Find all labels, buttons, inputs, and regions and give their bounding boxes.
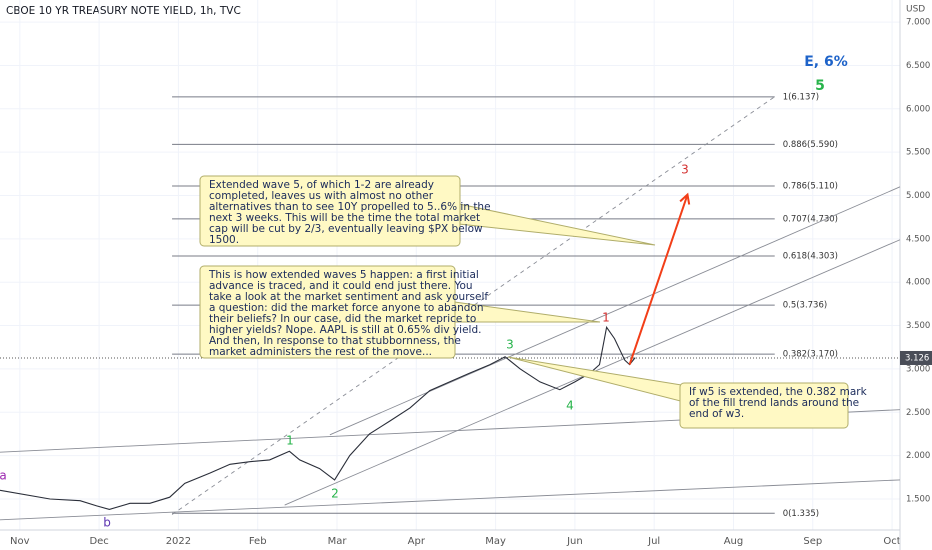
y-tick-label: 6.500: [906, 61, 930, 71]
note-text: end of w3.: [689, 408, 744, 420]
note-text: higher yields? Nope. AAPL is still at 0.…: [209, 324, 481, 336]
note-pointer-cover: [436, 301, 439, 321]
fib-label: 0(1.335): [783, 509, 819, 519]
y-tick-label: 1.500: [906, 494, 930, 504]
fib-label: 1(6.137): [783, 92, 819, 102]
note-text: a question: did the market force anyone …: [209, 302, 484, 314]
projection-arrow: [628, 194, 689, 365]
y-tick-label: 5.000: [906, 191, 930, 201]
note-text: cap will be cut by 2/3, eventually leavi…: [209, 223, 483, 235]
x-tick-label: May: [485, 536, 506, 547]
last-value-tag: [900, 350, 932, 365]
fib-label: 0.382(3.170): [783, 350, 838, 360]
note-box: [199, 265, 456, 359]
axis-unit: USD: [906, 5, 925, 15]
x-tick-label: 2022: [166, 536, 191, 547]
x-tick-label: Feb: [249, 536, 267, 547]
note-text: market administers the rest of the move.…: [209, 346, 432, 358]
wave-label: 3: [506, 338, 514, 352]
x-tick-label: Aug: [724, 536, 744, 547]
y-tick-label: 5.500: [906, 148, 930, 158]
note-box: [679, 382, 849, 429]
y-tick-label: 7.000: [906, 18, 930, 28]
y-tick-label: 2.500: [906, 408, 930, 418]
wave-label: a: [0, 469, 7, 483]
x-tick-label: Nov: [10, 536, 30, 547]
note-text: of the fill trend lands around the: [689, 397, 859, 409]
x-tick-label: Mar: [328, 536, 348, 547]
note-pointer: [507, 356, 701, 407]
last-value-label: 3.126: [905, 353, 929, 363]
wave-label: 1: [286, 434, 294, 448]
fib-label: 0.618(4.303): [783, 251, 838, 261]
wave-label: 4: [566, 399, 574, 413]
wave-label: 1: [602, 311, 610, 325]
note-text: Extended wave 5, of which 1-2 are alread…: [209, 179, 434, 191]
y-tick-label: 2.000: [906, 451, 930, 461]
fib-label: 0.886(5.590): [783, 140, 838, 150]
note-text: 1500.: [209, 234, 239, 246]
y-tick-label: 4.500: [906, 234, 930, 244]
note-pointer-cover: [701, 389, 704, 405]
note-text: And then, In response to that stubbornne…: [209, 335, 461, 347]
wave-label: 5: [815, 78, 825, 94]
note-text: alternatives than to see 10Y propelled t…: [209, 201, 491, 213]
trend-line: [0, 479, 901, 521]
note-text: If w5 is extended, the 0.382 mark: [689, 386, 868, 398]
note-pointer-cover: [436, 201, 439, 221]
note-text: next 3 weeks. This will be the time the …: [209, 212, 480, 224]
x-tick-label: Jul: [647, 536, 660, 547]
note-text: advance is traced, and it could end just…: [209, 280, 473, 292]
x-tick-label: Jun: [566, 536, 583, 547]
x-tick-label: Dec: [89, 536, 108, 547]
x-tick-label: Sep: [803, 536, 822, 547]
wave-label: b: [103, 516, 111, 530]
wave-label: 2: [331, 487, 339, 501]
y-tick-label: 3.500: [906, 321, 930, 331]
note-text: their beliefs? In our case, did the mark…: [209, 313, 476, 325]
note-text: This is how extended waves 5 happen: a f…: [208, 269, 479, 281]
note-box: [199, 175, 461, 247]
wave-label: E, 6%: [804, 54, 848, 70]
fib-label: 0.707(4.730): [783, 214, 838, 224]
y-tick-label: 4.000: [906, 278, 930, 288]
y-tick-label: 3.000: [906, 364, 930, 374]
fib-label: 0.5(3.736): [783, 301, 827, 311]
note-text: take a look at the market sentiment and …: [209, 291, 488, 303]
chart-title: CBOE 10 YR TREASURY NOTE YIELD, 1h, TVC: [6, 5, 241, 17]
wave-label: 3: [681, 163, 689, 177]
trend-line: [329, 186, 901, 436]
note-text: completed, leaves us with almost no othe…: [209, 190, 434, 202]
fib-label: 0.786(5.110): [783, 181, 838, 191]
trend-line: [171, 96, 775, 515]
arrow-head: [679, 192, 691, 205]
x-tick-label: Apr: [408, 536, 426, 547]
y-tick-label: 6.000: [906, 104, 930, 114]
x-tick-label: Oct: [883, 536, 900, 547]
